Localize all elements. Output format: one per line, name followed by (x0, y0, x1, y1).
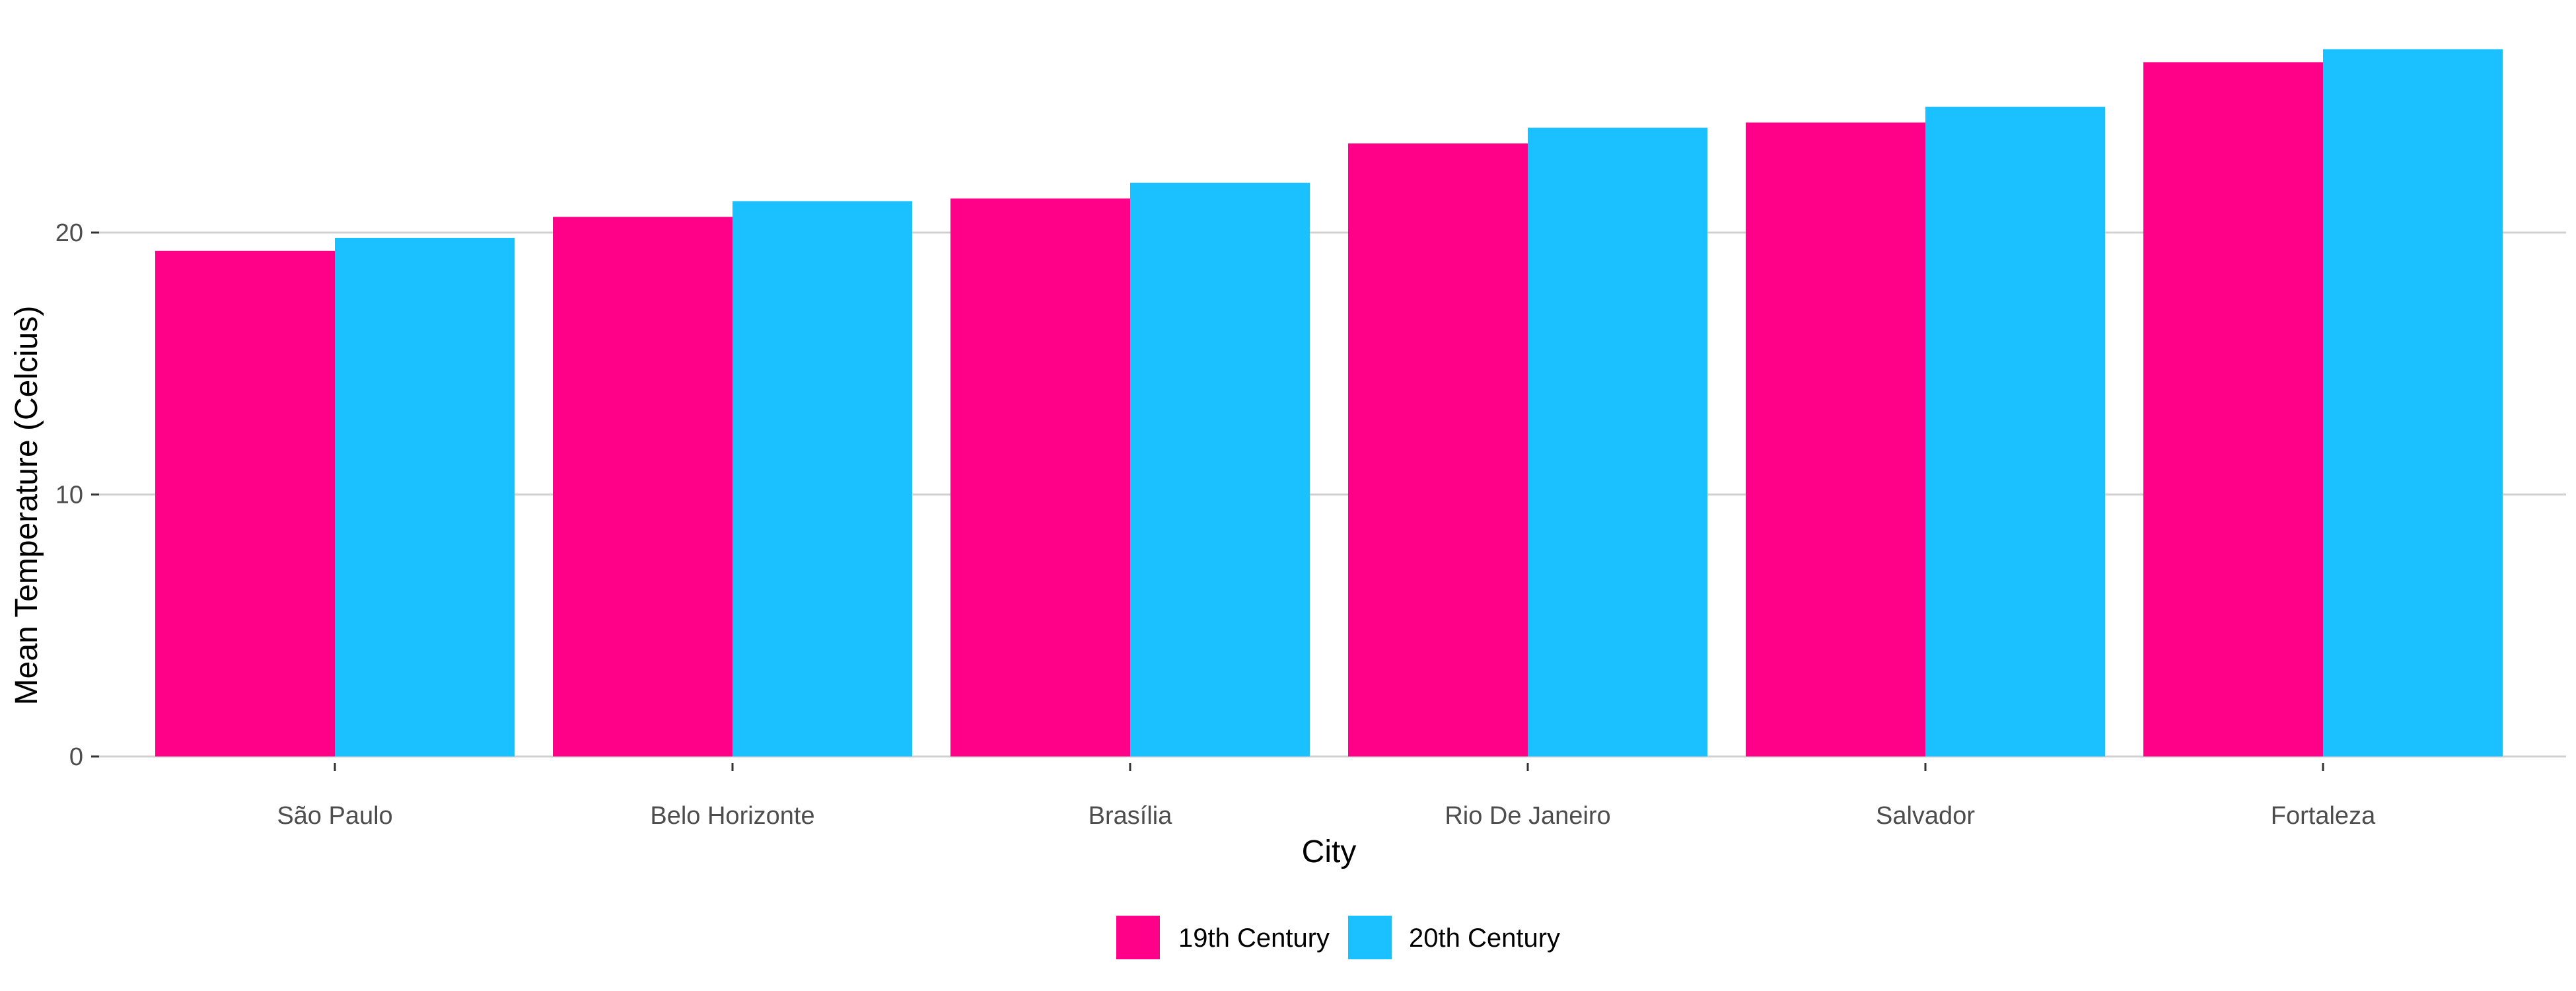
x-axis: São Paulo Belo Horizonte Brasília Rio De Ja… (277, 763, 2376, 830)
y-axis-title: Mean Temperature (Celcius) (9, 306, 44, 706)
bar-20th-0 (335, 237, 515, 756)
bar-19th-4 (1746, 122, 1925, 757)
x-tick-label: Belo Horizonte (650, 802, 814, 830)
bar-20th-4 (1925, 106, 2105, 756)
legend-label: 20th Century (1409, 924, 1560, 953)
x-tick-label: Salvador (1876, 802, 1975, 830)
bar-19th-3 (1348, 143, 1528, 756)
y-tick-label: 0 (69, 743, 83, 771)
bar-20th-3 (1528, 128, 1707, 756)
bar-19th-5 (2143, 62, 2323, 756)
y-tick-label: 20 (55, 219, 83, 247)
x-tick-label: São Paulo (277, 802, 392, 830)
bar-20th-1 (733, 201, 912, 756)
x-tick-label: Brasília (1089, 802, 1173, 830)
bar-20th-5 (2323, 49, 2503, 757)
bar-19th-2 (950, 198, 1130, 757)
bar-19th-0 (155, 250, 335, 756)
legend: 19th Century 20th Century (1116, 916, 1560, 959)
y-tick-label: 10 (55, 482, 83, 509)
x-tick-label: Rio De Janeiro (1445, 802, 1610, 830)
x-tick-label: Fortaleza (2271, 802, 2376, 830)
bars (155, 49, 2503, 757)
legend-key-20th-century (1348, 916, 1392, 959)
bar-20th-2 (1130, 182, 1310, 756)
legend-label: 19th Century (1178, 924, 1330, 953)
x-axis-title: City (1302, 834, 1357, 869)
bar-19th-1 (553, 217, 733, 757)
y-axis: 0 10 20 (55, 219, 99, 771)
legend-key-19th-century (1116, 916, 1160, 959)
